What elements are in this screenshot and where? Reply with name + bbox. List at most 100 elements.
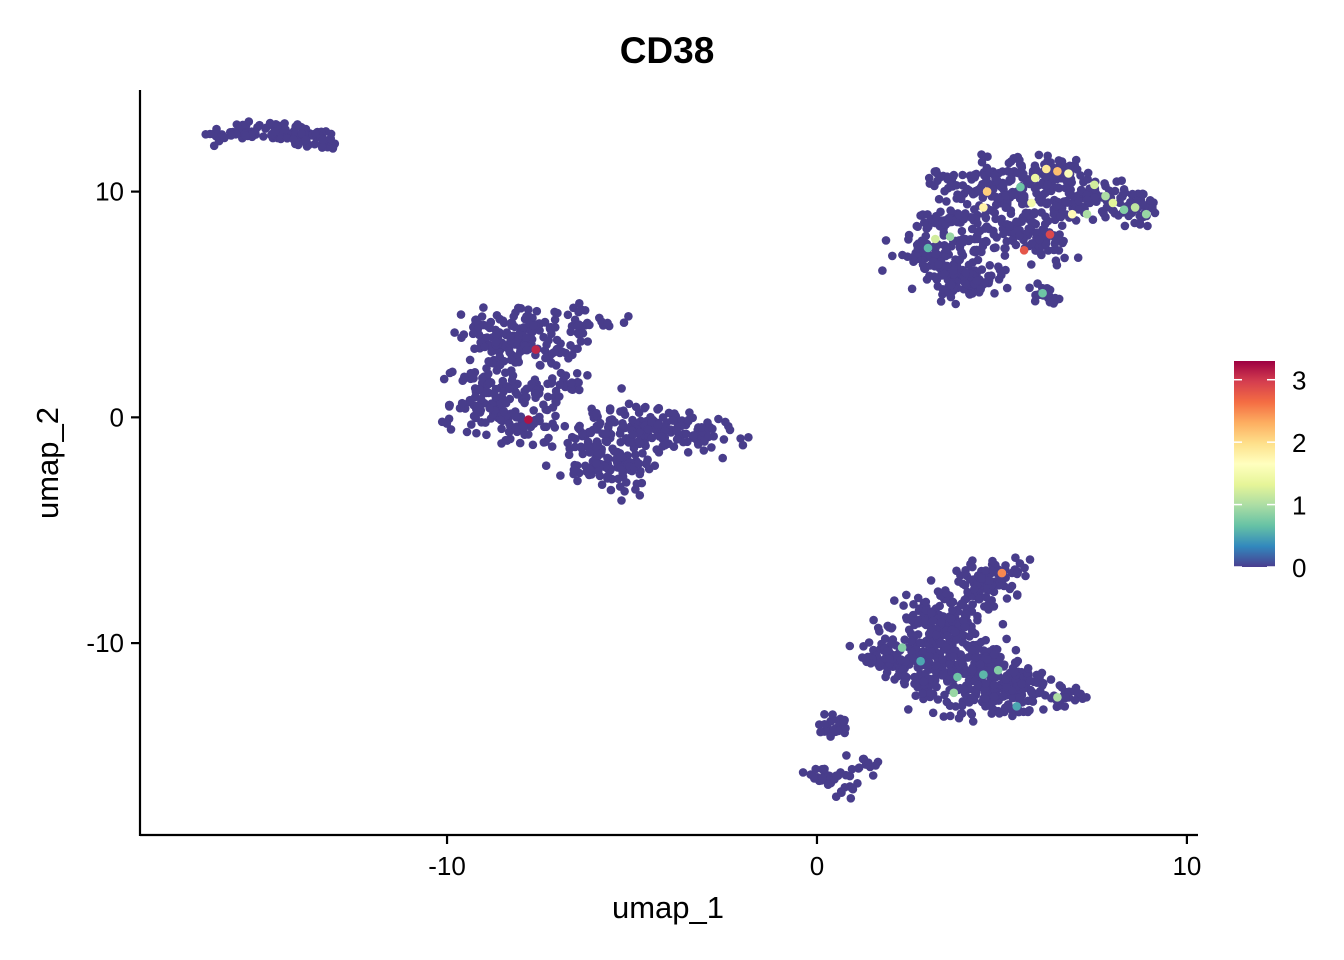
cell-point [1008, 711, 1017, 721]
cell-point [1083, 175, 1092, 184]
cell-point [209, 141, 219, 151]
cell-point [628, 415, 637, 425]
cell-point [456, 310, 466, 319]
cell-point [1007, 174, 1016, 184]
expressing-cell-point [1027, 198, 1036, 208]
cell-point [907, 284, 917, 294]
colorbar [1234, 361, 1275, 567]
cell-point [560, 421, 570, 431]
cell-point [1025, 555, 1035, 564]
cell-point [551, 411, 560, 421]
cell-point [1009, 190, 1019, 200]
cell-point [544, 433, 553, 443]
y-axis-label: umap_2 [30, 407, 65, 519]
cell-point [973, 219, 982, 228]
cell-point [522, 345, 532, 355]
cell-point [988, 206, 998, 216]
cell-point [942, 697, 952, 707]
cell-point [326, 134, 335, 144]
cell-point [595, 418, 605, 428]
cell-point [981, 635, 990, 645]
cell-point [1064, 188, 1074, 198]
cell-point [928, 616, 938, 625]
cell-point [957, 701, 967, 711]
expressing-cell-point [953, 672, 962, 682]
cell-point [459, 330, 469, 339]
cell-point [954, 191, 963, 201]
cell-point [864, 638, 874, 647]
cell-point [1003, 701, 1013, 710]
cell-point [550, 315, 560, 325]
colorbar-tick-label: 3 [1292, 366, 1306, 396]
cell-point [512, 390, 522, 399]
y-tick-label: -10 [86, 628, 124, 658]
cell-point [437, 417, 447, 427]
cell-point [948, 652, 958, 661]
cell-point [669, 442, 679, 452]
cell-point [1061, 196, 1071, 206]
cell-point [569, 465, 579, 475]
cell-point [999, 692, 1008, 701]
cell-point [977, 150, 986, 159]
cell-point [1062, 176, 1071, 186]
cell-point [550, 347, 559, 357]
cell-point [958, 238, 968, 247]
cell-point [1128, 189, 1137, 199]
cell-point [871, 761, 880, 770]
cell-point [552, 361, 561, 370]
expressing-cell-point [1141, 209, 1151, 219]
cell-point [511, 412, 521, 422]
cell-point [616, 437, 625, 447]
cell-point [909, 654, 919, 663]
cell-point [1073, 253, 1083, 262]
cell-point [931, 660, 941, 670]
cell-point [270, 127, 280, 136]
cell-point [532, 306, 542, 316]
cell-point [882, 647, 892, 656]
cell-point [573, 321, 583, 331]
cell-point [933, 695, 943, 704]
cell-point [465, 395, 475, 405]
cell-point [955, 255, 964, 265]
cell-point [547, 442, 557, 451]
cell-point [1000, 660, 1009, 669]
cell-point [744, 433, 753, 442]
cell-point [501, 368, 510, 378]
cell-point [450, 328, 459, 337]
cell-point [1034, 235, 1044, 244]
expressing-cell-point [1108, 198, 1118, 208]
cell-point [941, 642, 951, 652]
expressing-cell-point [1101, 191, 1110, 201]
cell-point [962, 184, 972, 194]
cell-point [960, 278, 970, 288]
cell-point [657, 432, 666, 441]
cell-point [619, 318, 629, 328]
cell-point [618, 421, 628, 430]
cell-point [281, 125, 290, 134]
cell-point [504, 345, 514, 355]
cell-point [1015, 231, 1024, 241]
cell-point [958, 658, 967, 668]
cell-point [930, 680, 940, 690]
cell-point [529, 406, 538, 415]
cell-point [622, 478, 631, 487]
cell-point [1013, 168, 1023, 178]
x-tick-label: 0 [810, 851, 824, 881]
cell-point [938, 285, 948, 294]
colorbar-tick-label: 0 [1292, 553, 1306, 583]
cell-point [524, 430, 533, 439]
cell-point [921, 231, 931, 241]
cell-point [1059, 236, 1068, 246]
cell-point [631, 402, 641, 412]
cell-point [504, 427, 514, 437]
expressing-cell-point [1064, 169, 1073, 178]
scatter-points [201, 117, 1160, 803]
cell-point [550, 423, 560, 432]
cell-point [952, 635, 961, 644]
cell-point [522, 312, 531, 321]
cell-point [913, 682, 922, 692]
cell-point [1083, 168, 1093, 178]
cell-point [473, 406, 482, 416]
cell-point [978, 193, 988, 202]
cell-point [913, 593, 923, 603]
